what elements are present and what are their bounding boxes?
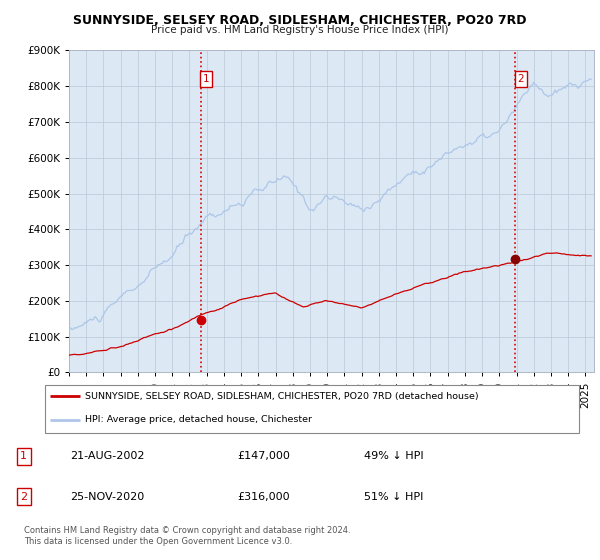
Text: 21-AUG-2002: 21-AUG-2002	[70, 451, 145, 461]
Text: SUNNYSIDE, SELSEY ROAD, SIDLESHAM, CHICHESTER, PO20 7RD (detached house): SUNNYSIDE, SELSEY ROAD, SIDLESHAM, CHICH…	[85, 391, 479, 401]
Text: 49% ↓ HPI: 49% ↓ HPI	[364, 451, 423, 461]
Text: HPI: Average price, detached house, Chichester: HPI: Average price, detached house, Chic…	[85, 416, 312, 424]
Text: SUNNYSIDE, SELSEY ROAD, SIDLESHAM, CHICHESTER, PO20 7RD: SUNNYSIDE, SELSEY ROAD, SIDLESHAM, CHICH…	[73, 14, 527, 27]
Text: 1: 1	[20, 451, 27, 461]
Text: Price paid vs. HM Land Registry's House Price Index (HPI): Price paid vs. HM Land Registry's House …	[151, 25, 449, 35]
Text: 25-NOV-2020: 25-NOV-2020	[70, 492, 144, 502]
Text: £316,000: £316,000	[237, 492, 290, 502]
FancyBboxPatch shape	[45, 385, 580, 433]
Text: 51% ↓ HPI: 51% ↓ HPI	[364, 492, 423, 502]
Text: 2: 2	[20, 492, 28, 502]
Text: 1: 1	[203, 74, 210, 84]
Text: £147,000: £147,000	[237, 451, 290, 461]
Text: 2: 2	[517, 74, 524, 84]
Text: Contains HM Land Registry data © Crown copyright and database right 2024.
This d: Contains HM Land Registry data © Crown c…	[24, 526, 350, 546]
